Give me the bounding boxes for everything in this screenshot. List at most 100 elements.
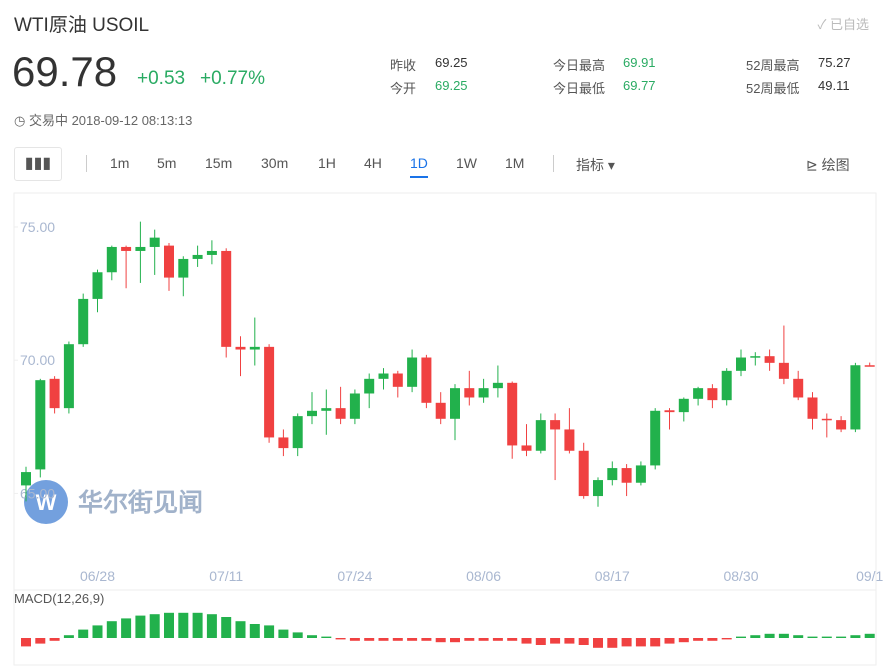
indicator-bar: [164, 612, 174, 638]
stat-key: 今日最高: [553, 58, 606, 73]
indicator-bar: [49, 638, 60, 641]
indicator-bar: [635, 638, 646, 647]
candle-body: [450, 388, 460, 419]
indicator-bar: [836, 636, 847, 638]
candle-body: [378, 373, 389, 379]
candle-body: [49, 378, 60, 409]
candle-body: [707, 388, 718, 401]
indicator-bar: [535, 638, 546, 645]
candle-body: [678, 398, 689, 413]
change-pct: +0.77%: [200, 68, 265, 89]
period-button[interactable]: 5m: [157, 155, 177, 171]
stat-value: 49.11: [818, 78, 850, 93]
indicator-bar: [63, 635, 74, 638]
period-button[interactable]: 1D: [410, 155, 428, 178]
watermark-text: 华尔街见闻: [78, 488, 203, 517]
candle-body: [621, 468, 632, 483]
stat-value: 69.25: [435, 55, 468, 70]
candle-body: [164, 245, 174, 278]
indicator-bar: [850, 635, 861, 638]
candle-body: [149, 237, 160, 247]
indicator-bar: [35, 638, 46, 644]
candle-body: [764, 356, 775, 363]
stat-key: 今日最低: [553, 81, 606, 96]
candle-body: [92, 272, 103, 299]
candle-body: [535, 420, 546, 451]
y-tick-label: 75.00: [20, 219, 55, 235]
candle-body: [550, 420, 561, 430]
x-tick-label: 07/11: [209, 568, 243, 584]
indicator-bar: [807, 636, 818, 638]
period-button[interactable]: 1M: [505, 155, 525, 171]
candle-body: [478, 388, 489, 398]
indicator-bar: [321, 636, 332, 638]
chart-type-button[interactable]: ▮▮▮: [14, 147, 62, 181]
x-tick-label: 07/24: [337, 568, 372, 584]
x-tick-label: 08/06: [466, 568, 501, 584]
candle-body: [206, 250, 217, 255]
indicator-bar: [249, 624, 260, 638]
change: +0.53: [137, 68, 186, 89]
status-text: 交易中 2018-09-12 08:13:13: [28, 113, 193, 128]
period-button[interactable]: 30m: [261, 155, 289, 171]
candle-body: [464, 388, 475, 398]
candle-body: [21, 472, 31, 486]
indicator-bar: [564, 638, 575, 644]
indicator-bar: [407, 638, 418, 641]
x-tick-label: 09/1: [856, 568, 883, 584]
period-button[interactable]: 1H: [318, 155, 336, 171]
indicator-bar: [678, 638, 689, 643]
watermark-logo: [24, 480, 68, 524]
indicator-bar: [450, 638, 460, 643]
candle-body: [435, 402, 446, 419]
y-tick-label: 70.00: [20, 352, 55, 368]
candle-body: [864, 365, 875, 367]
period-button[interactable]: 15m: [205, 155, 233, 171]
stat-value: 69.25: [435, 78, 468, 93]
indicator-bar: [492, 638, 503, 641]
candle-body: [335, 408, 346, 419]
candle-body: [221, 250, 232, 347]
candle-body: [106, 246, 117, 273]
indicator-bar: [821, 636, 832, 638]
indicator-menu[interactable]: 指标 ▾: [576, 157, 615, 173]
stat-value: 69.77: [623, 78, 656, 93]
indicator-bar: [578, 638, 589, 645]
stat-key: 52周最低: [746, 81, 800, 96]
x-tick-label: 06/28: [80, 568, 115, 584]
x-tick-label: 08/30: [723, 568, 758, 584]
period-button[interactable]: 1m: [110, 155, 130, 171]
indicator-bar: [793, 635, 804, 638]
draw-label: 绘图: [821, 157, 850, 173]
indicator-title: MACD(12,26,9): [14, 591, 104, 606]
indicator-bar: [435, 638, 446, 643]
candle-body: [78, 298, 89, 345]
candle-body: [635, 465, 646, 483]
stat-value: 69.91: [623, 55, 656, 70]
candle-body: [307, 410, 317, 417]
indicator-bar: [221, 617, 232, 638]
indicator-bar: [292, 632, 303, 638]
price: 69.78: [12, 48, 118, 95]
watch-button[interactable]: ✓ 已自选: [817, 17, 870, 32]
period-button[interactable]: 1W: [456, 155, 477, 171]
candle-body: [121, 246, 132, 251]
indicator-bar: [178, 612, 189, 638]
candle-body: [421, 357, 432, 403]
indicator-bar: [664, 638, 675, 644]
draw-button[interactable]: ⊵ 绘图: [806, 157, 850, 173]
indicator-bar: [349, 638, 360, 641]
candle-body: [821, 418, 832, 421]
candle-body: [178, 258, 189, 278]
candle-body: [249, 346, 260, 350]
period-button[interactable]: 4H: [364, 155, 382, 171]
candle-body: [507, 382, 518, 446]
indicator-bar: [650, 638, 661, 647]
candle-body: [407, 357, 418, 387]
separator: [86, 155, 87, 172]
indicator-bar: [264, 625, 275, 638]
indicator-bar: [92, 625, 103, 638]
candle-body: [593, 480, 603, 497]
